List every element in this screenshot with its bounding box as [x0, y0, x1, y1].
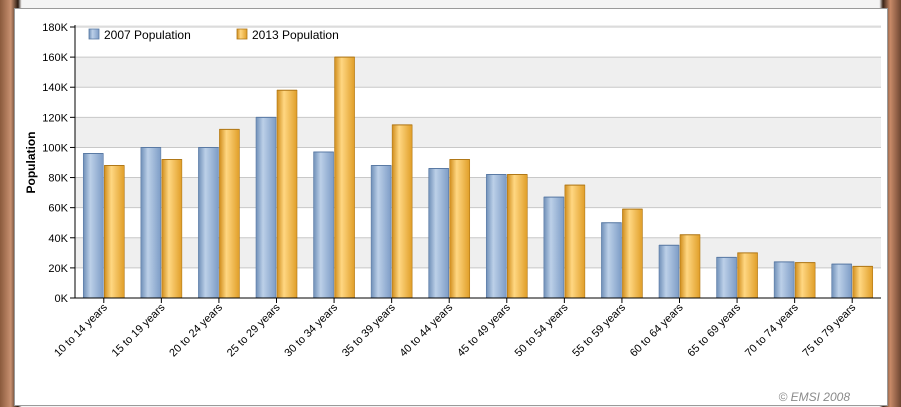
- x-tick-label: 15 to 19 years: [110, 301, 168, 359]
- y-tick-label: 60K: [48, 203, 68, 215]
- copyright-credit: © EMSI 2008: [778, 390, 850, 404]
- x-tick-label: 75 to 79 years: [801, 301, 859, 359]
- grid-band: [75, 147, 881, 178]
- legend-swatch-2007: [88, 28, 100, 40]
- y-tick-label: 20K: [48, 263, 68, 275]
- y-tick-label: 100K: [42, 142, 68, 154]
- bar-2013: [506, 174, 528, 299]
- bar-2013: [276, 89, 298, 299]
- x-tick-label: 35 to 39 years: [340, 301, 398, 359]
- y-tick-label: 180K: [42, 22, 68, 34]
- y-axis-title: Population: [24, 132, 38, 194]
- grid-band: [75, 87, 881, 118]
- x-tick-label: 20 to 24 years: [167, 301, 225, 359]
- bar-2007: [658, 245, 680, 299]
- legend: 2007 Population 2013 Population: [88, 28, 339, 42]
- x-tick-label: 60 to 64 years: [628, 301, 686, 359]
- grid-band: [75, 177, 881, 208]
- x-tick-label: 30 to 34 years: [282, 301, 340, 359]
- y-tick-label: 0K: [55, 293, 69, 305]
- bar-2013: [679, 234, 701, 299]
- bar-2007: [773, 261, 795, 299]
- bars-layer: [82, 56, 874, 299]
- bar-2007: [601, 222, 622, 299]
- grid-band: [75, 117, 881, 148]
- y-tick-label: 140K: [42, 82, 68, 94]
- bar-2007: [82, 153, 104, 299]
- x-tick-label: 25 to 29 years: [225, 301, 283, 359]
- x-tick-label: 40 to 44 years: [398, 301, 456, 359]
- y-tick-label: 80K: [48, 173, 68, 185]
- legend-label-2013: 2013 Population: [252, 28, 339, 42]
- bar-2007: [313, 151, 334, 299]
- grid-band: [75, 57, 881, 88]
- x-tick-label: 50 to 54 years: [513, 301, 571, 359]
- grid-band: [75, 27, 881, 58]
- legend-swatch-2013: [236, 28, 248, 40]
- grid-band: [75, 25, 881, 27]
- y-tick-label: 160K: [42, 52, 68, 64]
- bar-2007: [198, 147, 219, 299]
- bar-2007: [831, 263, 853, 299]
- bar-2013: [449, 159, 471, 299]
- population-bar-chart: 0K 20K 40K 60K 80K 100K 120K 140K 160K 180K 10 to …: [24, 22, 881, 404]
- y-tick-label: 120K: [42, 112, 68, 124]
- bar-2007: [370, 165, 392, 299]
- y-tick-label: 40K: [48, 233, 68, 245]
- bar-2013: [564, 184, 586, 299]
- x-tick-label: 70 to 74 years: [743, 301, 801, 359]
- bar-2013: [161, 159, 183, 299]
- bar-2013: [103, 165, 125, 299]
- bar-2013: [622, 208, 643, 299]
- x-tick-label: 45 to 49 years: [455, 301, 513, 359]
- bar-2007: [543, 196, 565, 299]
- bar-2013: [334, 56, 355, 299]
- x-tick-label: 55 to 59 years: [570, 301, 628, 359]
- bar-2007: [428, 168, 450, 299]
- x-tick-label: 65 to 69 years: [685, 301, 743, 359]
- grid-layer: [75, 25, 881, 299]
- bar-2007: [485, 174, 507, 299]
- bar-2013: [794, 262, 816, 299]
- legend-label-2007: 2007 Population: [104, 28, 191, 42]
- chart-frame: 0K 20K 40K 60K 80K 100K 120K 140K 160K 180K 10 to …: [14, 8, 888, 406]
- grid-band: [75, 267, 881, 298]
- bar-2007: [716, 257, 737, 299]
- bar-2013: [391, 124, 413, 299]
- bar-2013: [219, 129, 240, 299]
- bar-2013: [852, 266, 874, 299]
- bar-2007: [255, 117, 277, 299]
- x-tick-label: 10 to 14 years: [52, 301, 110, 359]
- grid-band: [75, 237, 881, 268]
- bar-2007: [140, 147, 162, 299]
- grid-band: [75, 207, 881, 238]
- bar-2013: [737, 252, 758, 299]
